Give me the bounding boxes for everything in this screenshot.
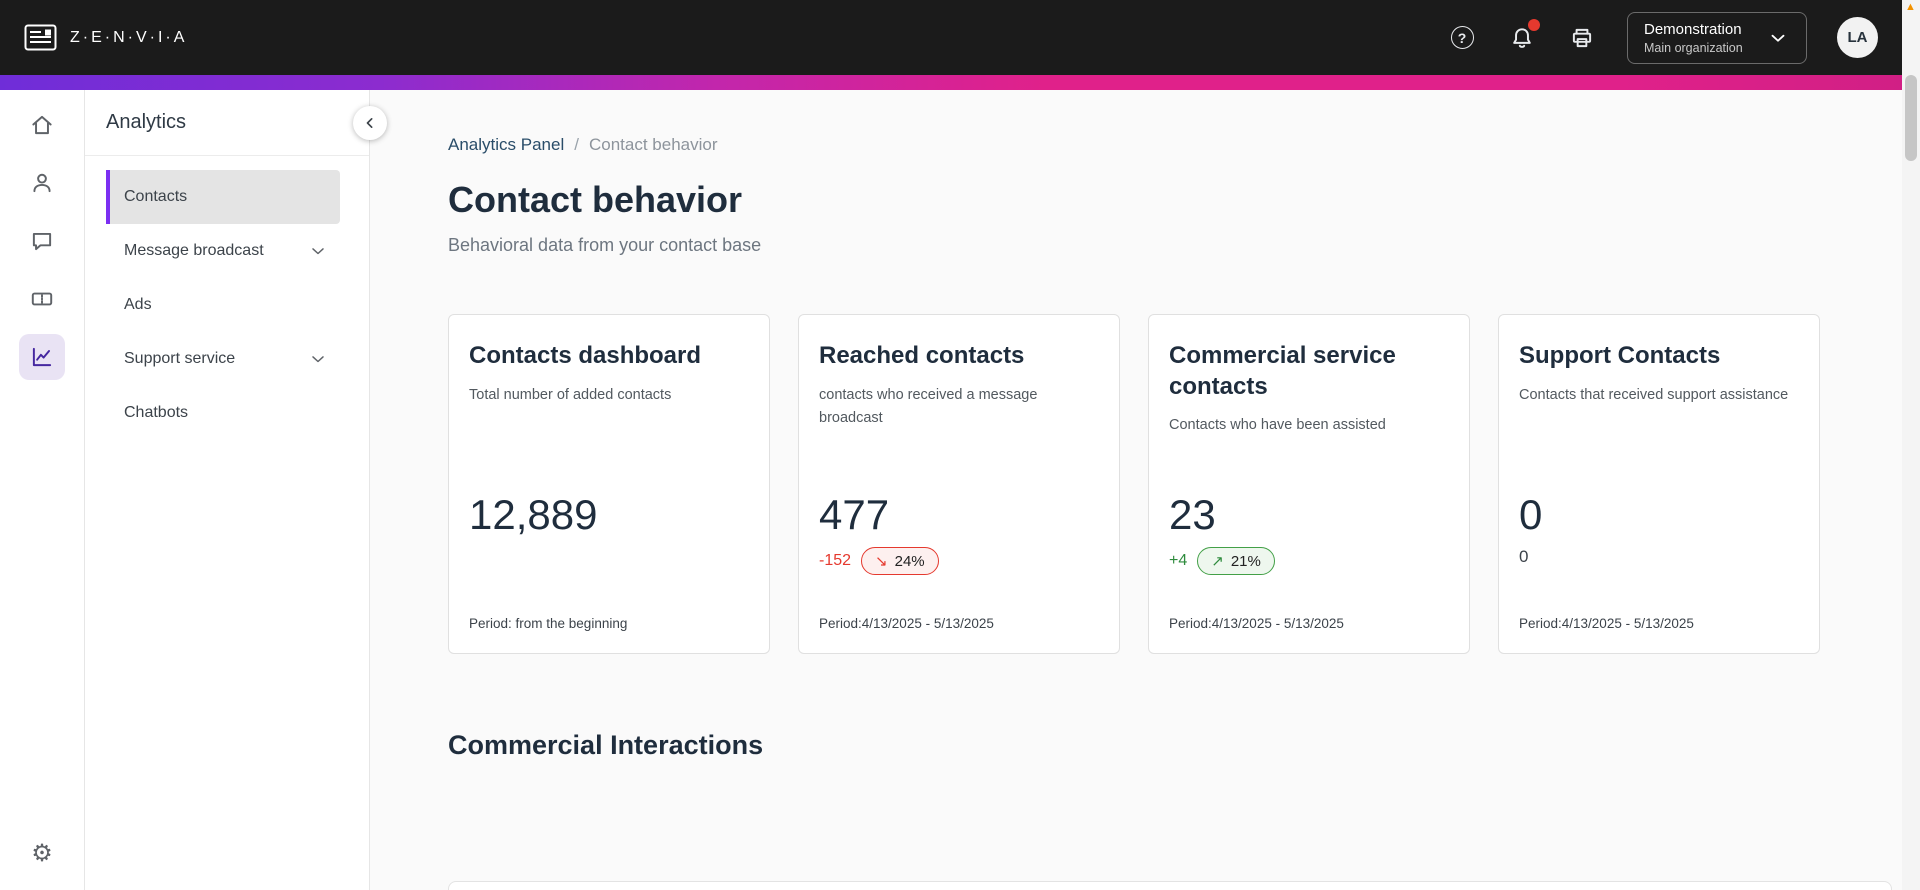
delta-value: +4	[1169, 552, 1188, 569]
card-description: Contacts who have been assisted	[1169, 417, 1386, 434]
card-period: Period:4/13/2025 - 5/13/2025	[1169, 616, 1344, 631]
page-subtitle: Behavioral data from your contact base	[448, 235, 762, 255]
trend-down-icon: ↘	[875, 553, 888, 570]
section-title-commercial-interactions: Commercial Interactions	[448, 730, 764, 760]
gear-icon: ⚙	[31, 840, 53, 867]
trend-up-icon: ↗	[1211, 553, 1224, 570]
card-support-contacts: Support Contacts Contacts that received …	[1498, 314, 1820, 654]
analytics-sidebar: Analytics Contacts Message broadcast Ads…	[85, 90, 370, 890]
delta-value: -152	[819, 552, 852, 569]
card-commercial-service-contacts: Commercial service contacts Contacts who…	[1148, 314, 1470, 654]
sidebar-item-label: Message broadcast	[124, 242, 264, 259]
delta-value: 0	[1519, 547, 1529, 566]
person-icon	[29, 170, 55, 196]
sidebar-item-contacts[interactable]: Contacts	[106, 170, 340, 224]
card-period: Period:4/13/2025 - 5/13/2025	[1519, 616, 1694, 631]
sidebar-item-label: Contacts	[124, 188, 188, 205]
trend-badge: ↗ 21%	[1197, 547, 1275, 575]
sidebar-menu: Contacts Message broadcast Ads Support s…	[85, 156, 369, 440]
home-icon	[29, 112, 55, 138]
card-description: Contacts that received support assistanc…	[1519, 386, 1789, 403]
card-value: 0	[1519, 491, 1543, 538]
nav-messages[interactable]	[19, 218, 65, 264]
main-content: Analytics Panel / Contact behavior Conta…	[370, 90, 1902, 890]
trend-badge: ↘ 24%	[861, 547, 939, 575]
page-scrollbar[interactable]: ▲	[1902, 0, 1920, 890]
nav-tickets[interactable]	[19, 276, 65, 322]
card-title: Support Contacts	[1519, 342, 1721, 369]
chevron-down-icon	[1767, 27, 1789, 49]
notifications-button[interactable]	[1507, 18, 1540, 53]
card-value: 12,889	[469, 491, 598, 538]
sidebar-item-support-service[interactable]: Support service	[106, 332, 340, 386]
sidebar-title: Analytics	[85, 90, 369, 156]
sidebar-item-label: Support service	[124, 350, 236, 367]
notification-badge-dot	[1528, 18, 1540, 31]
card-delta-row: 0	[1519, 547, 1528, 567]
nav-contacts[interactable]	[19, 160, 65, 206]
user-avatar[interactable]: LA	[1837, 17, 1878, 58]
topbar: Z·E·N·V·I·A ?	[0, 0, 1902, 75]
help-button[interactable]: ?	[1447, 23, 1477, 53]
bell-icon	[1509, 25, 1535, 51]
card-period: Period:4/13/2025 - 5/13/2025	[819, 616, 994, 631]
card-description: contacts who received a message broadcas…	[819, 386, 1038, 426]
breadcrumb-current: Contact behavior	[588, 135, 718, 154]
page-title: Contact behavior	[448, 179, 743, 220]
nav-analytics[interactable]	[19, 334, 65, 380]
topbar-actions: ?	[1447, 11, 1878, 64]
breadcrumb-link-analytics-panel[interactable]: Analytics Panel	[448, 135, 565, 154]
sidebar-item-label: Chatbots	[124, 404, 189, 421]
commercial-interactions-panel	[448, 881, 1892, 890]
nav-home[interactable]	[19, 102, 65, 148]
line-chart-icon	[29, 344, 55, 370]
card-title: Reached contacts	[819, 342, 1025, 369]
card-title: Contacts dashboard	[469, 342, 702, 369]
sidebar-item-ads[interactable]: Ads	[106, 278, 340, 332]
primary-nav-rail: ⚙	[0, 90, 85, 890]
scrollbar-thumb[interactable]	[1905, 75, 1917, 161]
kpi-cards-row: Contacts dashboard Total number of added…	[448, 314, 1902, 654]
chevron-down-icon	[308, 349, 328, 369]
zenvia-logo-icon	[24, 24, 57, 51]
chevron-down-icon	[308, 241, 328, 261]
trend-percent: 21%	[1230, 552, 1261, 570]
card-description: Total number of added contacts	[469, 386, 672, 403]
chat-bubble-icon	[29, 228, 55, 254]
card-value: 477	[819, 491, 890, 538]
brand-logo[interactable]: Z·E·N·V·I·A	[24, 24, 187, 51]
card-title: Commercial service contacts	[1169, 342, 1396, 400]
card-delta-row: +4 ↗ 21%	[1169, 547, 1275, 575]
sidebar-item-label: Ads	[124, 296, 152, 313]
organization-name: Demonstration	[1644, 20, 1742, 38]
card-value: 23	[1169, 491, 1216, 538]
print-button[interactable]	[1567, 23, 1597, 53]
card-reached-contacts: Reached contacts contacts who received a…	[798, 314, 1120, 654]
chevron-left-icon	[360, 113, 380, 133]
organization-dropdown[interactable]: Demonstration Main organization	[1627, 11, 1807, 64]
breadcrumb: Analytics Panel / Contact behavior	[448, 135, 1902, 155]
brand-gradient-bar	[0, 75, 1902, 90]
sidebar-item-chatbots[interactable]: Chatbots	[106, 386, 340, 440]
sidebar-collapse-button[interactable]	[353, 106, 387, 140]
content-row: ⚙ Analytics Contacts Message broadcast A…	[0, 90, 1902, 890]
printer-icon	[1569, 25, 1595, 51]
nav-settings[interactable]: ⚙	[31, 839, 53, 868]
organization-labels: Demonstration Main organization	[1644, 21, 1743, 55]
trend-percent: 24%	[894, 552, 925, 570]
scroll-up-arrow-icon[interactable]: ▲	[1905, 1, 1916, 13]
brand-text: Z·E·N·V·I·A	[70, 28, 188, 46]
card-period: Period: from the beginning	[469, 616, 628, 631]
organization-subtitle: Main organization	[1644, 40, 1743, 55]
ticket-icon	[29, 286, 55, 312]
help-icon: ?	[1450, 26, 1474, 49]
breadcrumb-separator: /	[574, 135, 579, 154]
card-delta-row: -152 ↘ 24%	[819, 547, 939, 575]
sidebar-item-message-broadcast[interactable]: Message broadcast	[106, 224, 340, 278]
card-contacts-dashboard: Contacts dashboard Total number of added…	[448, 314, 770, 654]
